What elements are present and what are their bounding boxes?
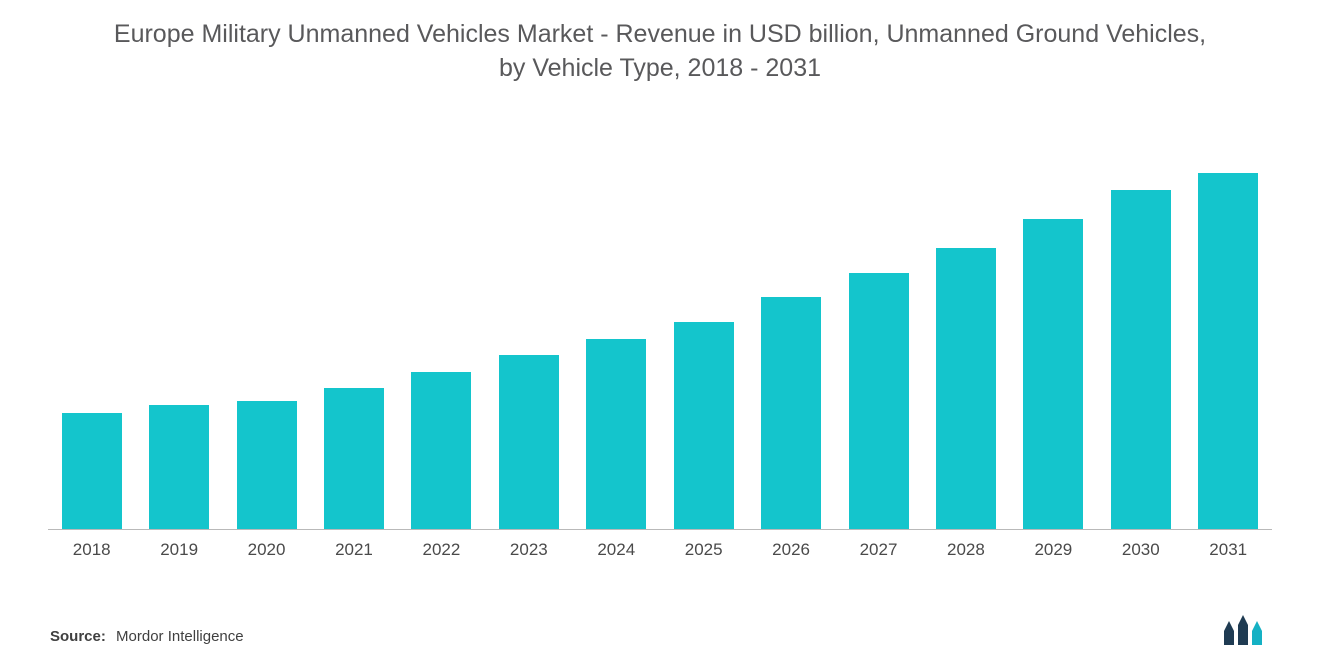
x-tick-label: 2024 [573, 540, 660, 560]
bar [586, 339, 646, 529]
bar [411, 372, 471, 529]
bar-slot [310, 116, 397, 530]
x-tick-label: 2028 [922, 540, 1009, 560]
bar [1111, 190, 1171, 529]
x-tick-label: 2025 [660, 540, 747, 560]
bar-slot [485, 116, 572, 530]
bar-slot [398, 116, 485, 530]
x-tick-label: 2020 [223, 540, 310, 560]
x-tick-label: 2027 [835, 540, 922, 560]
bar-slot [1010, 116, 1097, 530]
bar [1023, 219, 1083, 529]
bar-slot [1097, 116, 1184, 530]
chart-title: Europe Military Unmanned Vehicles Market… [110, 18, 1210, 86]
bar-slot [747, 116, 834, 530]
bar [62, 413, 122, 529]
x-tick-label: 2018 [48, 540, 135, 560]
x-tick-label: 2022 [398, 540, 485, 560]
x-tick-label: 2021 [310, 540, 397, 560]
source-line: Source: Mordor Intelligence [50, 628, 244, 645]
bar [237, 401, 297, 529]
bar-slot [835, 116, 922, 530]
bar [1198, 173, 1258, 529]
brand-logo-icon [1222, 615, 1270, 645]
bar [849, 273, 909, 529]
bar-slot [223, 116, 310, 530]
x-tick-label: 2023 [485, 540, 572, 560]
bars-group [48, 116, 1272, 530]
bar-slot [1184, 116, 1271, 530]
bar [324, 388, 384, 529]
x-tick-label: 2029 [1010, 540, 1097, 560]
plot-area [48, 116, 1272, 531]
x-tick-label: 2019 [135, 540, 222, 560]
bar-slot [573, 116, 660, 530]
x-tick-label: 2026 [747, 540, 834, 560]
bar-slot [922, 116, 1009, 530]
bar [761, 297, 821, 529]
source-label: Source: [50, 628, 106, 645]
source-text: Mordor Intelligence [116, 628, 244, 645]
bar-slot [135, 116, 222, 530]
bar-slot [48, 116, 135, 530]
bar [674, 322, 734, 529]
chart-container: Europe Military Unmanned Vehicles Market… [0, 0, 1320, 665]
x-tick-label: 2031 [1184, 540, 1271, 560]
bar [499, 355, 559, 529]
bar [936, 248, 996, 529]
x-tick-label: 2030 [1097, 540, 1184, 560]
bar [149, 405, 209, 529]
bar-slot [660, 116, 747, 530]
x-axis: 2018201920202021202220232024202520262027… [48, 540, 1272, 560]
chart-footer: Source: Mordor Intelligence [40, 615, 1280, 645]
